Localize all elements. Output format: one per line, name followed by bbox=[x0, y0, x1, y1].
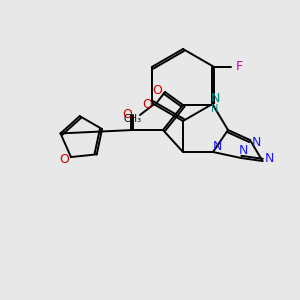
Text: N: N bbox=[212, 140, 222, 152]
Text: N: N bbox=[238, 145, 248, 158]
Text: H: H bbox=[211, 104, 219, 114]
Text: O: O bbox=[59, 153, 69, 166]
Text: O: O bbox=[142, 98, 152, 112]
Text: N: N bbox=[210, 92, 220, 104]
Text: O: O bbox=[152, 85, 162, 98]
Text: CH₃: CH₃ bbox=[124, 114, 142, 124]
Text: N: N bbox=[251, 136, 261, 148]
Text: N: N bbox=[265, 152, 274, 166]
Text: O: O bbox=[122, 107, 132, 121]
Text: F: F bbox=[236, 61, 243, 74]
